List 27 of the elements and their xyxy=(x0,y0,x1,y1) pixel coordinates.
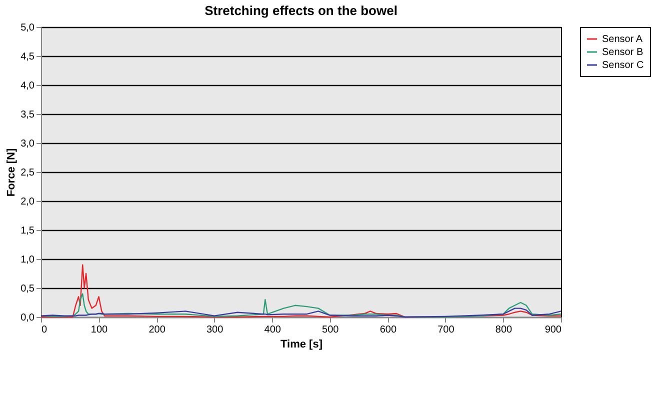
legend-label: Sensor A xyxy=(602,34,643,45)
legend-label: Sensor C xyxy=(602,60,644,71)
x-tick-label: 100 xyxy=(90,324,108,336)
y-tick-label: 3,0 xyxy=(20,138,35,150)
x-tick-label: 800 xyxy=(495,324,512,336)
x-tick-label: 600 xyxy=(380,324,397,336)
x-tick-label: 200 xyxy=(148,324,166,336)
y-tick-label: 1,0 xyxy=(20,254,35,266)
x-tick-label: 500 xyxy=(322,324,340,336)
y-tick-label: 4,5 xyxy=(20,52,35,62)
x-tick-label: 900 xyxy=(544,324,562,336)
x-tick-label: 300 xyxy=(206,324,224,336)
y-tick-label: 0,0 xyxy=(20,312,35,324)
y-tick-label: 0,5 xyxy=(20,284,35,294)
y-tick-label: 2,0 xyxy=(20,196,35,208)
x-tick-label: 0 xyxy=(42,324,48,336)
chart-title: Stretching effects on the bowel xyxy=(204,3,398,18)
x-tick-label: 400 xyxy=(264,324,282,336)
x-tick-label: 700 xyxy=(438,324,455,336)
y-tick-label: 3,5 xyxy=(20,110,35,120)
y-tick-label: 2,5 xyxy=(20,168,35,178)
y-axis-title: Force [N] xyxy=(6,148,18,197)
legend-label: Sensor B xyxy=(602,47,644,58)
y-tick-label: 5,0 xyxy=(20,22,35,34)
y-tick-label: 1,5 xyxy=(20,226,35,236)
x-axis-title: Time [s] xyxy=(280,338,323,350)
y-tick-label: 4,0 xyxy=(20,80,35,92)
